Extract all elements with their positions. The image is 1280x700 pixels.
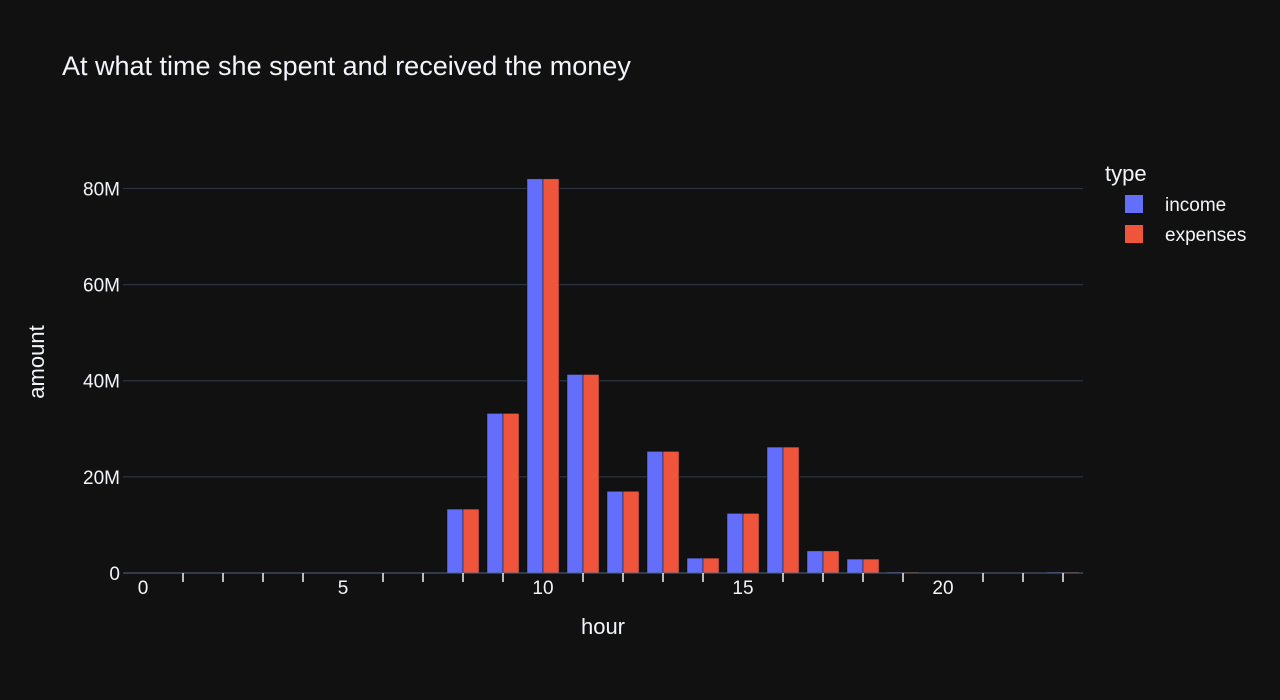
bar-income-hour-11[interactable] bbox=[567, 374, 583, 573]
bar-expenses-hour-11[interactable] bbox=[583, 374, 599, 573]
bar-expenses-hour-9[interactable] bbox=[503, 413, 519, 573]
bar-income-hour-18[interactable] bbox=[847, 559, 863, 573]
bars bbox=[167, 179, 1079, 573]
x-tick-label: 20 bbox=[932, 578, 953, 599]
bar-expenses-hour-12[interactable] bbox=[623, 491, 639, 573]
y-tick-label: 80M bbox=[83, 179, 120, 200]
legend-swatch-income[interactable] bbox=[1125, 195, 1143, 213]
y-axis: 0 20M 40M 60M 80M bbox=[83, 179, 120, 585]
bar-income-hour-10[interactable] bbox=[527, 179, 543, 573]
bar-income-hour-17[interactable] bbox=[807, 551, 823, 573]
x-axis-title: hour bbox=[581, 614, 625, 639]
bar-income-hour-14[interactable] bbox=[687, 558, 703, 573]
bar-expenses-hour-16[interactable] bbox=[783, 447, 799, 573]
legend-swatch-expenses[interactable] bbox=[1125, 225, 1143, 243]
bar-income-hour-9[interactable] bbox=[487, 413, 503, 573]
x-tick-label: 15 bbox=[732, 578, 753, 599]
legend-label-expenses[interactable]: expenses bbox=[1165, 225, 1246, 246]
y-axis-title: amount bbox=[24, 325, 49, 398]
y-tick-label: 0 bbox=[109, 564, 120, 585]
bar-income-hour-8[interactable] bbox=[447, 509, 463, 573]
bar-expenses-hour-15[interactable] bbox=[743, 513, 759, 573]
bar-expenses-hour-13[interactable] bbox=[663, 451, 679, 573]
x-tick-label: 0 bbox=[138, 578, 149, 599]
bar-income-hour-15[interactable] bbox=[727, 513, 743, 573]
bar-income-hour-13[interactable] bbox=[647, 451, 663, 573]
bar-expenses-hour-17[interactable] bbox=[823, 551, 839, 573]
bar-expenses-hour-18[interactable] bbox=[863, 559, 879, 573]
y-tick-label: 40M bbox=[83, 372, 120, 393]
gridlines bbox=[123, 188, 1083, 476]
bar-expenses-hour-10[interactable] bbox=[543, 179, 559, 573]
x-axis: 0 5 10 15 20 bbox=[123, 573, 1083, 599]
bar-income-hour-16[interactable] bbox=[767, 447, 783, 573]
chart-title: At what time she spent and received the … bbox=[62, 51, 631, 81]
legend-title: type bbox=[1105, 161, 1147, 186]
legend: type income expenses bbox=[1105, 161, 1246, 246]
x-tick-label: 5 bbox=[338, 578, 349, 599]
y-tick-label: 20M bbox=[83, 468, 120, 489]
bar-expenses-hour-8[interactable] bbox=[463, 509, 479, 573]
y-tick-label: 60M bbox=[83, 276, 120, 297]
x-tick-label: 10 bbox=[532, 578, 553, 599]
bar-income-hour-12[interactable] bbox=[607, 491, 623, 573]
legend-label-income[interactable]: income bbox=[1165, 195, 1226, 216]
bar-expenses-hour-14[interactable] bbox=[703, 558, 719, 573]
